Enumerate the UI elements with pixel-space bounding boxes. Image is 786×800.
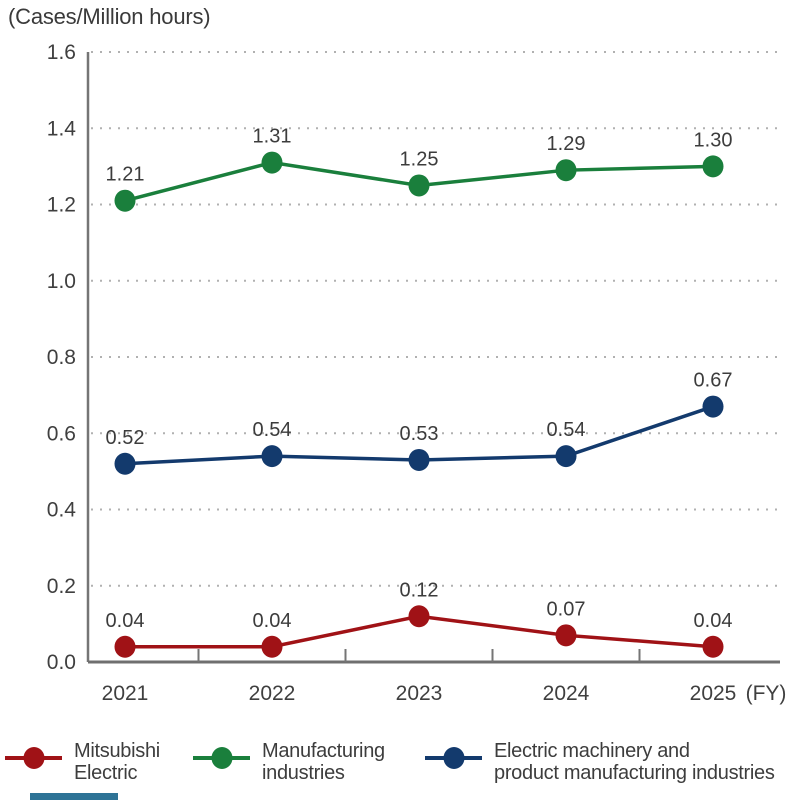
data-point xyxy=(702,395,724,418)
legend-label: Manufacturing industries xyxy=(262,740,385,784)
line-chart: 0.0 0.2 0.4 0.6 0.8 1.0 1.2 1.4 1.6 2021 2022 2023 2… xyxy=(47,41,786,705)
data-point xyxy=(408,174,430,197)
y-axis-tick-label: 1.4 xyxy=(47,117,77,140)
data-label: 0.52 xyxy=(106,427,145,449)
chart-unit-title: (Cases/Million hours) xyxy=(8,4,211,29)
data-point xyxy=(408,605,430,628)
y-axis-tick-label: 0.2 xyxy=(47,575,76,598)
legend-dot-icon xyxy=(211,747,232,769)
data-label: 0.54 xyxy=(253,419,292,441)
legend-item-manufacturing-industries: Manufacturing industries xyxy=(193,740,385,784)
legend-dot-icon xyxy=(443,747,464,769)
data-label: 0.04 xyxy=(106,610,145,632)
legend-label-line1: Mitsubishi xyxy=(74,740,160,762)
data-point xyxy=(261,635,283,658)
x-axis-tick-label: 2023 xyxy=(396,682,443,705)
legend-label-line2: industries xyxy=(262,762,345,784)
data-label: 0.54 xyxy=(547,419,586,441)
legend-line-marker xyxy=(5,747,62,769)
y-axis-tick-label: 0.4 xyxy=(47,499,77,522)
data-point xyxy=(114,452,136,475)
legend-item-mitsubishi-electric: Mitsubishi Electric xyxy=(5,740,160,784)
data-label: 1.31 xyxy=(253,126,292,148)
data-point xyxy=(261,445,283,468)
x-axis-tick-label: 2021 xyxy=(102,682,149,705)
x-axis-tick-label: 2024 xyxy=(543,682,590,705)
data-point xyxy=(261,151,283,174)
y-axis-tick-label: 0.8 xyxy=(47,346,76,369)
data-point xyxy=(408,448,430,471)
legend-line-marker xyxy=(425,747,482,769)
data-point xyxy=(702,635,724,658)
data-point xyxy=(555,159,577,182)
legend-dot-icon xyxy=(23,747,44,769)
data-label: 0.12 xyxy=(400,579,439,601)
y-axis-tick-label: 1.0 xyxy=(47,270,76,293)
x-axis-unit-label: (FY) xyxy=(746,682,786,705)
data-label: 0.53 xyxy=(400,423,439,445)
x-axis-tick-label: 2022 xyxy=(249,682,296,705)
legend-label-line1: Electric machinery and xyxy=(494,740,690,762)
y-axis-tick-label: 0.0 xyxy=(47,651,76,674)
legend-line-marker xyxy=(193,747,250,769)
data-label: 0.07 xyxy=(547,598,586,620)
series-electric-machinery-and-product-manufacturing-industries: 0.52 0.54 0.53 0.54 0.67 xyxy=(106,370,733,475)
data-point xyxy=(555,624,577,647)
data-point xyxy=(702,155,724,178)
legend-label-line2: product manufacturing industries xyxy=(494,762,775,784)
cropped-element-edge xyxy=(30,793,118,800)
data-point xyxy=(114,189,136,212)
data-label: 0.04 xyxy=(253,610,292,632)
chart-legend: Mitsubishi Electric Manufacturing industri… xyxy=(0,740,786,796)
data-label: 1.21 xyxy=(106,164,145,186)
series-mitsubishi-electric: 0.04 0.04 0.12 0.07 0.04 xyxy=(106,579,733,658)
data-label: 1.25 xyxy=(400,148,439,170)
legend-label-line1: Manufacturing xyxy=(262,740,385,762)
data-point xyxy=(555,445,577,468)
y-axis-tick-label: 1.2 xyxy=(47,194,76,217)
x-axis-tick-label: 2025 xyxy=(690,682,737,705)
legend-label-line2: Electric xyxy=(74,762,138,784)
series-manufacturing-industries: 1.21 1.31 1.25 1.29 1.30 xyxy=(106,126,733,212)
data-label: 1.30 xyxy=(694,129,733,151)
data-label: 0.67 xyxy=(694,370,733,392)
data-label: 1.29 xyxy=(547,133,586,155)
data-label: 0.04 xyxy=(694,610,733,632)
legend-label: Electric machinery and product manufactur… xyxy=(494,740,775,784)
y-axis-tick-label: 1.6 xyxy=(47,41,76,64)
y-axis-tick-label: 0.6 xyxy=(47,422,76,445)
legend-label: Mitsubishi Electric xyxy=(74,740,160,784)
legend-item-electric-machinery: Electric machinery and product manufactur… xyxy=(425,740,775,784)
data-point xyxy=(114,635,136,658)
